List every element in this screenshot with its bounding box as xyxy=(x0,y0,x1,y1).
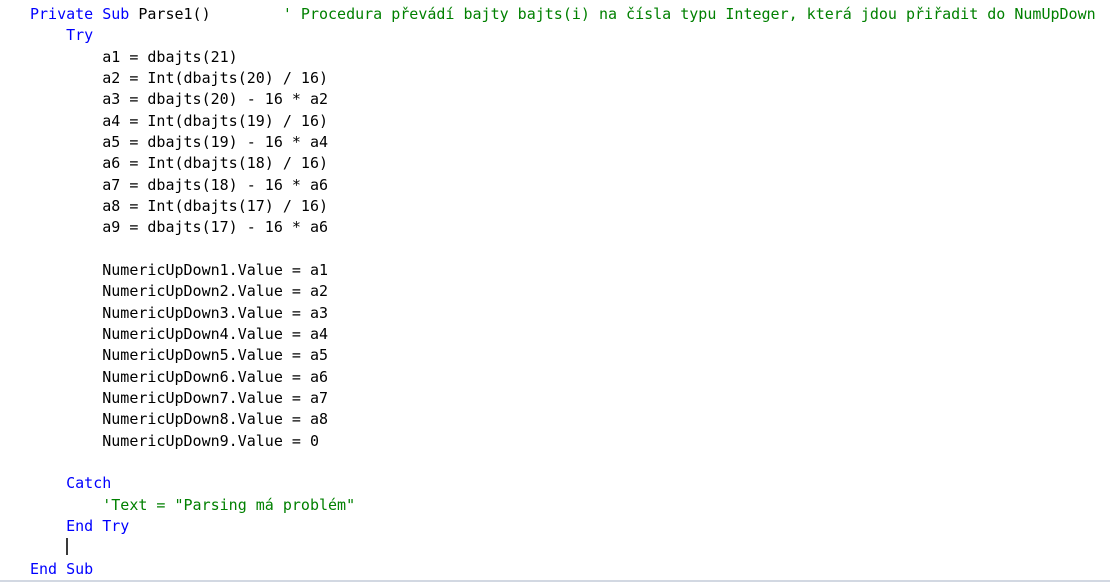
code-token-keyword: Private Sub xyxy=(30,5,139,23)
code-line[interactable]: Private Sub Parse1() ' Procedura převádí… xyxy=(30,4,1110,25)
code-token-plain: NumericUpDown4.Value = a4 xyxy=(30,324,329,343)
code-line[interactable]: a1 = dbajts(21) xyxy=(30,47,1110,68)
code-line[interactable]: Try xyxy=(30,25,1110,46)
code-line[interactable] xyxy=(30,239,1110,260)
code-line[interactable]: NumericUpDown2.Value = a2 xyxy=(30,281,1110,302)
code-token-keyword: End Sub xyxy=(30,559,94,578)
text-cursor xyxy=(66,537,68,555)
code-line[interactable]: End Try xyxy=(30,516,1110,537)
code-token-plain: a7 = dbajts(18) - 16 * a6 xyxy=(30,175,329,194)
code-token-plain: NumericUpDown1.Value = a1 xyxy=(30,260,329,279)
code-token-plain: a6 = Int(dbajts(18) / 16) xyxy=(30,154,329,173)
code-token-plain: NumericUpDown7.Value = a7 xyxy=(30,388,329,407)
code-token-plain: NumericUpDown3.Value = a3 xyxy=(30,303,329,322)
code-line[interactable]: a7 = dbajts(18) - 16 * a6 xyxy=(30,175,1110,196)
code-token-plain: a3 = dbajts(20) - 16 * a2 xyxy=(30,90,329,109)
code-token-plain: NumericUpDown2.Value = a2 xyxy=(30,282,329,301)
code-line[interactable]: NumericUpDown7.Value = a7 xyxy=(30,388,1110,409)
code-line[interactable] xyxy=(30,452,1110,473)
code-token-plain: a2 = Int(dbajts(20) / 16) xyxy=(30,68,329,87)
code-token-plain xyxy=(30,517,66,535)
window-bottom-border xyxy=(0,580,1110,582)
code-token-plain: a1 = dbajts(21) xyxy=(30,47,238,66)
code-token-keyword: Try xyxy=(66,26,94,45)
code-line[interactable]: NumericUpDown1.Value = a1 xyxy=(30,260,1110,281)
code-token-plain: a5 = dbajts(19) - 16 * a4 xyxy=(30,132,329,151)
code-line[interactable]: Catch xyxy=(30,473,1110,494)
code-line[interactable]: NumericUpDown4.Value = a4 xyxy=(30,324,1110,345)
code-token-plain xyxy=(30,474,66,492)
code-token-plain: NumericUpDown6.Value = a6 xyxy=(30,367,329,386)
code-token-plain xyxy=(30,496,102,514)
code-token-comment: 'Text = "Parsing má problém" xyxy=(102,495,356,514)
code-line[interactable]: a4 = Int(dbajts(19) / 16) xyxy=(30,111,1110,132)
code-token-plain: a9 = dbajts(17) - 16 * a6 xyxy=(30,218,329,237)
code-token-keyword: End Try xyxy=(66,516,130,535)
code-line[interactable]: End Sub xyxy=(30,559,1110,580)
code-token-plain: NumericUpDown5.Value = a5 xyxy=(30,346,329,365)
code-token-plain: NumericUpDown8.Value = a8 xyxy=(30,410,329,429)
code-token-plain: NumericUpDown9.Value = 0 xyxy=(30,431,319,450)
code-line[interactable]: NumericUpDown3.Value = a3 xyxy=(30,303,1110,324)
code-line[interactable]: a2 = Int(dbajts(20) / 16) xyxy=(30,68,1110,89)
code-token-plain xyxy=(211,5,283,23)
code-line[interactable]: NumericUpDown8.Value = a8 xyxy=(30,409,1110,430)
code-line[interactable]: a8 = Int(dbajts(17) / 16) xyxy=(30,196,1110,217)
code-token-plain xyxy=(30,26,66,44)
code-line[interactable] xyxy=(30,537,1110,558)
code-token-plain: a4 = Int(dbajts(19) / 16) xyxy=(30,111,329,130)
code-token-keyword: Catch xyxy=(66,474,112,493)
code-line[interactable]: NumericUpDown5.Value = a5 xyxy=(30,345,1110,366)
code-line[interactable]: a3 = dbajts(20) - 16 * a2 xyxy=(30,89,1110,110)
code-token-comment: ' Procedura převádí bajty bajts(i) na čí… xyxy=(282,5,1096,23)
code-line[interactable]: a6 = Int(dbajts(18) / 16) xyxy=(30,153,1110,174)
code-line[interactable]: 'Text = "Parsing má problém" xyxy=(30,495,1110,516)
code-token-plain: Parse1() xyxy=(138,5,211,23)
code-line[interactable]: NumericUpDown6.Value = a6 xyxy=(30,367,1110,388)
code-line[interactable]: NumericUpDown9.Value = 0 xyxy=(30,431,1110,452)
code-token-plain: a8 = Int(dbajts(17) / 16) xyxy=(30,196,329,215)
code-line[interactable]: a9 = dbajts(17) - 16 * a6 xyxy=(30,217,1110,238)
code-line[interactable]: a5 = dbajts(19) - 16 * a4 xyxy=(30,132,1110,153)
code-token-plain xyxy=(30,538,66,556)
